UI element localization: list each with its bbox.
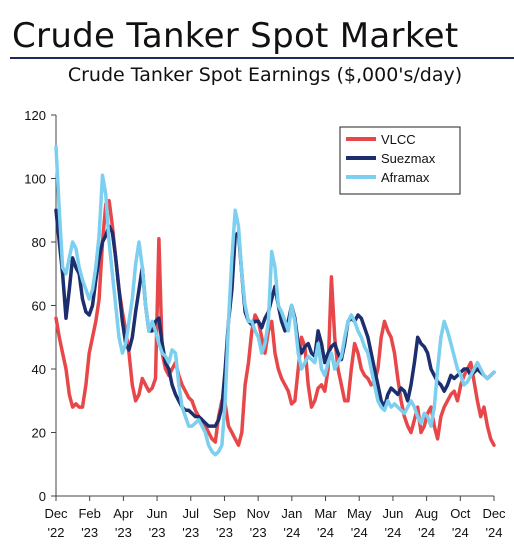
x-tick-year-label: '22	[48, 525, 65, 540]
legend: VLCC Suezmax Aframax	[339, 126, 461, 195]
y-tick-label: 40	[32, 362, 46, 377]
x-tick-year-label: '24	[452, 525, 469, 540]
x-tick-year-label: '23	[182, 525, 199, 540]
x-tick-month-label: Mar	[314, 506, 337, 521]
x-tick-year-label: '23	[250, 525, 267, 540]
legend-label: Suezmax	[381, 151, 436, 166]
y-tick-label: 80	[32, 235, 46, 250]
x-tick-year-label: '24	[486, 525, 503, 540]
x-tick-year-label: '24	[317, 525, 334, 540]
x-tick-year-label: '24	[283, 525, 300, 540]
x-tick-year-label: '24	[384, 525, 401, 540]
x-tick-month-label: Feb	[78, 506, 100, 521]
x-tick-month-label: Jun	[382, 506, 403, 521]
title-divider	[10, 57, 514, 59]
x-tick-month-label: Jan	[281, 506, 302, 521]
y-ticks: 0 20 40 60 80 100 120	[24, 108, 56, 504]
x-tick-month-label: Nov	[247, 506, 271, 521]
legend-label: VLCC	[381, 132, 416, 147]
x-tick-year-label: '23	[149, 525, 166, 540]
chart-title: Crude Tanker Spot Earnings ($,000's/day)	[67, 64, 463, 86]
x-tick-month-label: Oct	[450, 506, 471, 521]
x-tick-month-label: Dec	[44, 506, 68, 521]
x-tick-year-label: '23	[81, 525, 98, 540]
x-tick-month-label: Sep	[213, 506, 236, 521]
x-tick-year-label: '23	[216, 525, 233, 540]
x-ticks: Dec '22 Feb '23 Apr '23 Jun '23 Jul '23 Sep '23 Nov '…	[44, 496, 506, 540]
y-tick-label: 0	[39, 489, 46, 504]
x-tick-year-label: '23	[115, 525, 132, 540]
series-line-suezmax	[54, 208, 496, 428]
y-tick-label: 120	[24, 108, 46, 123]
x-tick-year-label: '24	[418, 525, 435, 540]
y-tick-label: 60	[32, 299, 46, 314]
x-tick-month-label: Aug	[415, 506, 438, 521]
y-tick-label: 100	[24, 172, 46, 187]
x-tick-month-label: Apr	[113, 506, 134, 521]
x-tick-month-label: Jul	[182, 506, 199, 521]
x-tick-month-label: Dec	[482, 506, 506, 521]
series-line-vlcc	[54, 198, 496, 447]
y-tick-label: 20	[32, 426, 46, 441]
x-tick-month-label: May	[347, 506, 372, 521]
x-tick-year-label: '24	[351, 525, 368, 540]
series-line-aframax	[54, 145, 496, 457]
page-title: Crude Tanker Spot Market	[12, 16, 459, 56]
legend-label: Aframax	[381, 170, 430, 185]
series-lines	[54, 145, 496, 457]
x-tick-month-label: Jun	[147, 506, 168, 521]
